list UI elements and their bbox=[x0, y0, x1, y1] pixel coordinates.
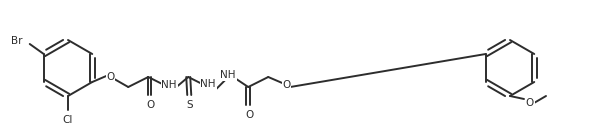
Text: O: O bbox=[146, 100, 155, 110]
Text: Cl: Cl bbox=[63, 115, 73, 125]
Text: O: O bbox=[526, 98, 534, 108]
Text: NH: NH bbox=[221, 70, 236, 80]
Text: O: O bbox=[106, 72, 115, 82]
Text: NH: NH bbox=[201, 79, 216, 89]
Text: O: O bbox=[282, 80, 290, 90]
Text: Br: Br bbox=[12, 36, 23, 46]
Text: NH: NH bbox=[161, 80, 177, 90]
Text: O: O bbox=[245, 110, 253, 120]
Text: S: S bbox=[186, 100, 193, 110]
